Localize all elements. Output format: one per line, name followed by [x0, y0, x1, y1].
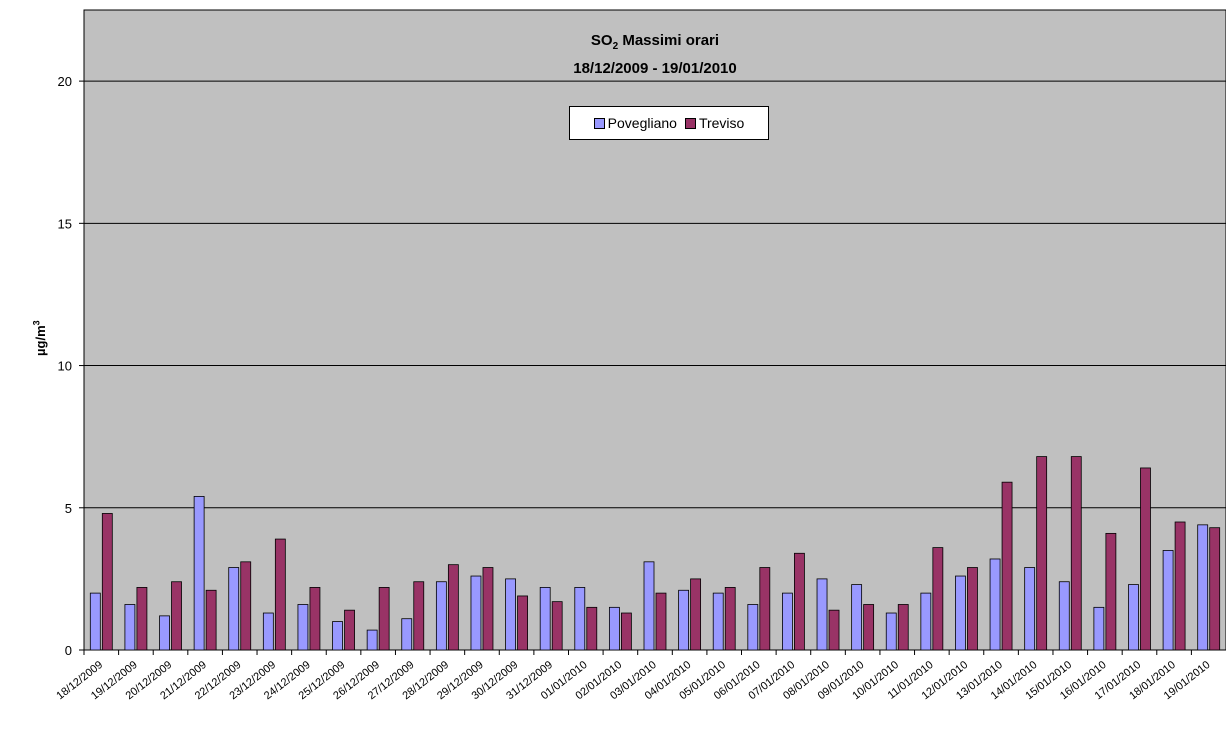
bar-povegliano-13 — [539, 587, 551, 651]
legend-item-povegliano: Povegliano — [593, 115, 677, 131]
bar-treviso-14 — [586, 606, 598, 651]
bar-povegliano-0 — [89, 592, 101, 651]
bar-treviso-23 — [897, 604, 909, 651]
x-ticks: 18/12/200919/12/200920/12/200921/12/2009… — [54, 650, 1213, 702]
y-ticks: 0 5 10 15 20 — [58, 74, 84, 658]
y-axis-label: µg/m3 — [31, 320, 48, 356]
bar-treviso-9 — [413, 581, 425, 651]
bar-povegliano-17 — [678, 589, 690, 651]
gridlines — [84, 80, 1226, 509]
bar-povegliano-18 — [712, 592, 724, 651]
bar-treviso-22 — [863, 604, 875, 651]
bar-povegliano-9 — [401, 618, 413, 651]
bar-povegliano-22 — [851, 584, 863, 651]
bar-povegliano-5 — [262, 612, 274, 651]
bar-povegliano-27 — [1024, 567, 1036, 651]
bar-treviso-19 — [759, 567, 771, 651]
bar-treviso-11 — [482, 567, 494, 651]
bar-povegliano-26 — [989, 558, 1001, 651]
bar-povegliano-14 — [574, 587, 586, 651]
bar-treviso-31 — [1174, 521, 1186, 651]
legend: Povegliano Treviso — [569, 106, 769, 140]
y-tick-label: 15 — [58, 216, 72, 231]
y-tick-label: 20 — [58, 74, 72, 89]
y-tick-label: 10 — [58, 359, 72, 374]
bar-treviso-32 — [1209, 527, 1221, 651]
bar-povegliano-30 — [1128, 584, 1139, 651]
bar-povegliano-12 — [505, 578, 516, 651]
bar-treviso-10 — [447, 564, 459, 651]
bar-treviso-8 — [378, 587, 390, 651]
bar-povegliano-21 — [816, 578, 828, 651]
bar-povegliano-1 — [124, 604, 136, 651]
bar-treviso-24 — [932, 547, 944, 651]
bar-povegliano-29 — [1093, 606, 1105, 651]
chart-subtitle: 18/12/2009 - 19/01/2010 — [573, 60, 737, 77]
bar-povegliano-11 — [470, 575, 482, 651]
legend-swatch-treviso — [684, 117, 696, 129]
bar-treviso-16 — [655, 592, 667, 651]
bar-treviso-27 — [1036, 456, 1048, 651]
bar-treviso-17 — [690, 578, 702, 651]
bar-treviso-29 — [1105, 532, 1117, 651]
bar-treviso-0 — [101, 513, 113, 651]
bar-treviso-7 — [344, 609, 355, 651]
bar-treviso-15 — [620, 612, 632, 651]
bar-treviso-6 — [309, 587, 321, 651]
bar-treviso-12 — [517, 595, 528, 651]
bar-treviso-20 — [794, 552, 805, 651]
chart-title: SO2 Massimi orari 18/12/2009 - 19/01/201… — [84, 30, 1226, 80]
bar-treviso-5 — [274, 538, 286, 651]
bar-povegliano-7 — [332, 621, 343, 651]
bar-povegliano-28 — [1058, 581, 1070, 651]
legend-swatch-povegliano — [593, 117, 605, 129]
bar-povegliano-20 — [782, 592, 793, 651]
y-tick-label: 0 — [65, 643, 72, 658]
bar-povegliano-25 — [955, 575, 966, 651]
bar-treviso-21 — [828, 609, 840, 651]
bar-povegliano-32 — [1197, 524, 1209, 651]
legend-item-treviso: Treviso — [684, 115, 744, 131]
bar-povegliano-8 — [366, 629, 378, 651]
bar-povegliano-10 — [435, 581, 447, 651]
bar-povegliano-2 — [159, 615, 170, 651]
bar-treviso-30 — [1140, 467, 1151, 651]
bar-povegliano-24 — [920, 592, 932, 651]
bar-treviso-25 — [967, 567, 978, 651]
bar-treviso-1 — [136, 587, 148, 651]
bar-povegliano-3 — [193, 495, 205, 651]
bars — [89, 456, 1221, 651]
bar-treviso-18 — [724, 587, 736, 651]
bar-povegliano-6 — [297, 604, 309, 651]
bar-treviso-2 — [171, 581, 182, 651]
bar-treviso-3 — [205, 589, 217, 651]
bar-povegliano-23 — [885, 612, 897, 651]
y-tick-label: 5 — [65, 501, 72, 516]
bar-povegliano-15 — [608, 606, 620, 651]
bar-treviso-4 — [240, 561, 252, 651]
bar-povegliano-16 — [643, 561, 655, 651]
bar-treviso-28 — [1070, 456, 1082, 651]
bar-treviso-26 — [1001, 481, 1013, 651]
bar-povegliano-4 — [228, 567, 240, 651]
bar-povegliano-31 — [1162, 550, 1174, 651]
bar-povegliano-19 — [747, 604, 759, 651]
bar-treviso-13 — [551, 601, 563, 651]
